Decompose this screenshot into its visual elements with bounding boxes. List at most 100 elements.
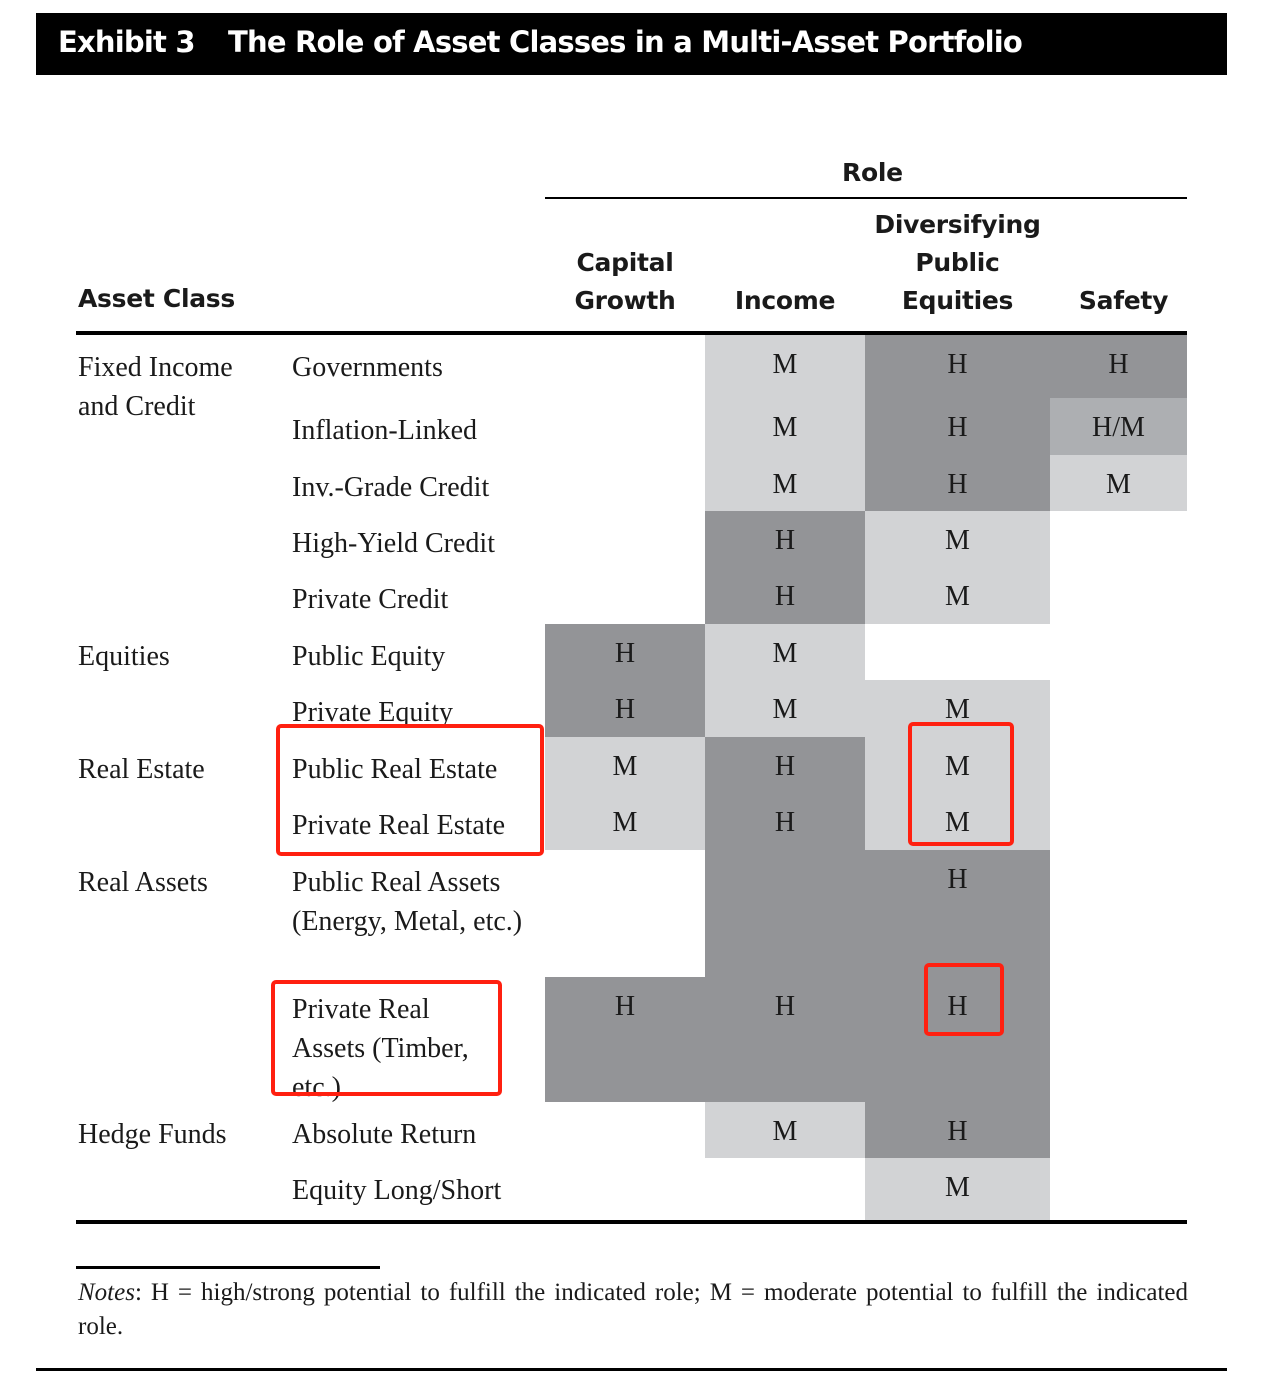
rating-cell-income: M — [705, 455, 865, 511]
rating-cell-income: H — [705, 567, 865, 624]
rating-value: H — [947, 1116, 968, 1147]
rating-cell-income: H — [705, 977, 865, 1102]
notes-rule — [76, 1266, 380, 1269]
notes-text: : H = high/strong potential to fulfill t… — [78, 1279, 1188, 1340]
rating-cell-income — [705, 850, 865, 977]
asset-equity-long-short: Equity Long/Short — [292, 1175, 502, 1206]
exhibit-header: Exhibit 3 The Role of Asset Classes in a… — [36, 13, 1227, 75]
rating-value: M — [772, 638, 798, 669]
rating-value: M — [945, 807, 970, 838]
highlight-real-estate-diversifying — [908, 722, 1014, 846]
rating-cell-income: M — [705, 398, 865, 455]
rating-value: M — [945, 525, 970, 556]
rating-value: M — [772, 469, 798, 500]
col-diversifying: Diversifying Public Equities — [874, 210, 1041, 315]
rating-cell-diversifying-public-equities: M — [865, 680, 1050, 737]
asset-governments: Governments — [292, 352, 443, 383]
rating-value: M — [945, 751, 970, 782]
rating-value: H — [947, 469, 968, 500]
rating-value: H — [774, 581, 796, 612]
header-rule — [76, 331, 1187, 335]
notes-label: Notes — [78, 1279, 135, 1306]
asset-high-yield-credit: High-Yield Credit — [292, 528, 495, 559]
asset-private-credit: Private Credit — [292, 584, 449, 615]
rating-cell-income: H — [705, 737, 865, 793]
rating-cell-diversifying-public-equities: H — [865, 335, 1050, 398]
rating-value: H — [614, 991, 636, 1022]
rating-cell-capital-growth: H — [545, 624, 705, 680]
rating-cell-diversifying-public-equities: H — [865, 1102, 1050, 1158]
rating-cell-safety: H/M — [1050, 398, 1187, 455]
rating-cell-capital-growth: M — [545, 737, 705, 793]
rating-cell-diversifying-public-equities: M — [865, 1158, 1050, 1221]
table-bottom-rule — [76, 1220, 1187, 1224]
asset-private-real-estate: Private Real Estate — [292, 810, 506, 841]
page-bottom-rule — [36, 1368, 1227, 1371]
exhibit-title: The Role of Asset Classes in a Multi-Ass… — [228, 25, 1023, 59]
rating-cell-diversifying-public-equities: H — [865, 850, 1050, 977]
notes: Notes: H = high/strong potential to fulf… — [78, 1276, 1188, 1344]
rating-cell-diversifying-public-equities: H — [865, 398, 1050, 455]
rating-cell-diversifying-public-equities: M — [865, 793, 1050, 850]
rating-value: H — [614, 694, 636, 725]
rating-value: M — [1106, 469, 1131, 500]
rating-cell-income: M — [705, 1102, 865, 1158]
group-real-estate: Real Estate — [78, 754, 205, 785]
rating-cell-income: H — [705, 793, 865, 850]
rating-cell-diversifying-public-equities: H — [865, 977, 1050, 1102]
rating-cell-income: H — [705, 511, 865, 567]
rating-cell-diversifying-public-equities: H — [865, 455, 1050, 511]
rating-value: M — [945, 581, 970, 612]
rating-cell-safety: H — [1050, 335, 1187, 398]
asset-private-real-assets-timber-etc: Private Real Assets (Timber, etc.) — [292, 994, 469, 1103]
highlight-private-real-assets-diversifying — [924, 963, 1004, 1036]
rating-cell-diversifying-public-equities: M — [865, 737, 1050, 793]
rating-cell-income: M — [705, 624, 865, 680]
rating-value: M — [772, 349, 798, 380]
highlight-private-real-assets-label — [271, 980, 502, 1096]
rating-value: H — [1108, 349, 1129, 380]
rating-value: H — [947, 991, 968, 1022]
asset-absolute-return: Absolute Return — [292, 1119, 477, 1150]
rating-value: M — [772, 1116, 798, 1147]
rating-cell-safety: M — [1050, 455, 1187, 511]
rating-value: H/M — [1092, 412, 1145, 443]
rating-value: H — [947, 349, 968, 380]
asset-inflation-linked: Inflation-Linked — [292, 415, 478, 446]
asset-public-real-assets-energy-metal-etc: Public Real Assets (Energy, Metal, etc.) — [292, 867, 523, 937]
col-income: Income — [734, 286, 836, 315]
rating-value: M — [772, 694, 798, 725]
group-real-assets: Real Assets — [78, 867, 208, 898]
rating-value: H — [774, 751, 796, 782]
rating-cell-diversifying-public-equities: M — [865, 567, 1050, 624]
rating-cell-income: M — [705, 335, 865, 398]
role-header: Role — [842, 158, 903, 187]
exhibit-number: Exhibit 3 — [58, 25, 196, 59]
role-rule — [545, 197, 1187, 199]
group-hedge-funds: Hedge Funds — [78, 1119, 227, 1150]
rating-cell-capital-growth: H — [545, 977, 705, 1102]
rating-value: H — [614, 638, 636, 669]
asset-public-real-estate: Public Real Estate — [292, 754, 498, 785]
rating-value: H — [774, 991, 796, 1022]
rating-value: M — [772, 412, 798, 443]
rating-cell-income: M — [705, 680, 865, 737]
rating-value: M — [945, 694, 970, 725]
rating-cell-capital-growth: M — [545, 793, 705, 850]
col-safety: Safety — [1078, 286, 1169, 315]
rating-cell-diversifying-public-equities: M — [865, 511, 1050, 567]
rating-value: H — [774, 807, 796, 838]
asset-private-equity: Private Equity — [292, 697, 453, 728]
asset-public-equity: Public Equity — [292, 641, 446, 672]
rating-value: H — [947, 412, 968, 443]
rating-cell-capital-growth: H — [545, 680, 705, 737]
rating-value: M — [612, 807, 638, 838]
highlight-real-estate-labels — [276, 724, 544, 856]
col-capital-growth: Capital Growth — [574, 248, 676, 315]
asset-inv-grade-credit: Inv.-Grade Credit — [292, 472, 490, 503]
rating-value: H — [947, 864, 968, 895]
rating-value: H — [774, 525, 796, 556]
rating-value: M — [612, 751, 638, 782]
group-fixed-income-and-credit: Fixed Income and Credit — [78, 352, 233, 422]
